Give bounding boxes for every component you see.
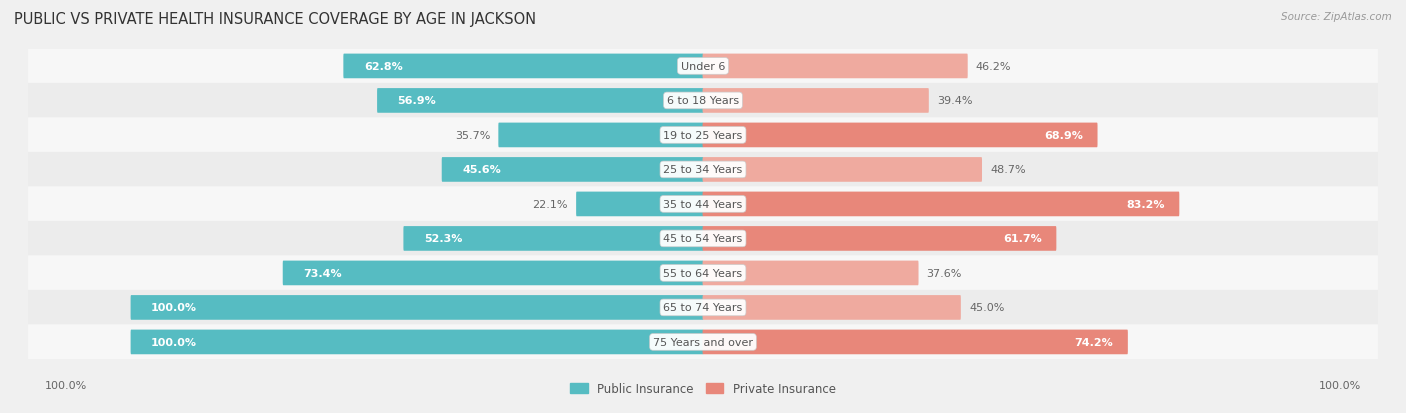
Text: 65 to 74 Years: 65 to 74 Years — [664, 303, 742, 313]
FancyBboxPatch shape — [28, 152, 1378, 188]
FancyBboxPatch shape — [28, 256, 1378, 291]
Text: 52.3%: 52.3% — [423, 234, 463, 244]
FancyBboxPatch shape — [498, 123, 703, 148]
Text: 62.8%: 62.8% — [364, 62, 402, 72]
FancyBboxPatch shape — [28, 83, 1378, 119]
FancyBboxPatch shape — [343, 55, 703, 79]
Text: 35.7%: 35.7% — [456, 131, 491, 140]
FancyBboxPatch shape — [576, 192, 703, 217]
FancyBboxPatch shape — [28, 325, 1378, 360]
Text: 45 to 54 Years: 45 to 54 Years — [664, 234, 742, 244]
Text: 35 to 44 Years: 35 to 44 Years — [664, 199, 742, 209]
Text: Under 6: Under 6 — [681, 62, 725, 72]
Text: 74.2%: 74.2% — [1074, 337, 1114, 347]
Text: 45.6%: 45.6% — [463, 165, 501, 175]
Text: 19 to 25 Years: 19 to 25 Years — [664, 131, 742, 140]
Text: 75 Years and over: 75 Years and over — [652, 337, 754, 347]
FancyBboxPatch shape — [703, 89, 929, 114]
Text: 56.9%: 56.9% — [398, 96, 436, 106]
Text: 48.7%: 48.7% — [990, 165, 1026, 175]
Text: 46.2%: 46.2% — [976, 62, 1011, 72]
FancyBboxPatch shape — [28, 221, 1378, 256]
Text: 22.1%: 22.1% — [533, 199, 568, 209]
FancyBboxPatch shape — [703, 123, 1098, 148]
Text: 55 to 64 Years: 55 to 64 Years — [664, 268, 742, 278]
Text: PUBLIC VS PRIVATE HEALTH INSURANCE COVERAGE BY AGE IN JACKSON: PUBLIC VS PRIVATE HEALTH INSURANCE COVER… — [14, 12, 536, 27]
Text: 25 to 34 Years: 25 to 34 Years — [664, 165, 742, 175]
FancyBboxPatch shape — [703, 295, 960, 320]
Text: 39.4%: 39.4% — [936, 96, 973, 106]
FancyBboxPatch shape — [703, 227, 1056, 251]
FancyBboxPatch shape — [377, 89, 703, 114]
Text: 100.0%: 100.0% — [150, 337, 197, 347]
Text: 37.6%: 37.6% — [927, 268, 962, 278]
FancyBboxPatch shape — [404, 227, 703, 251]
FancyBboxPatch shape — [703, 55, 967, 79]
FancyBboxPatch shape — [703, 192, 1180, 217]
Text: 68.9%: 68.9% — [1043, 131, 1083, 140]
FancyBboxPatch shape — [703, 330, 1128, 354]
Text: 100.0%: 100.0% — [150, 303, 197, 313]
Text: 100.0%: 100.0% — [45, 380, 87, 390]
FancyBboxPatch shape — [131, 330, 703, 354]
Legend: Public Insurance, Private Insurance: Public Insurance, Private Insurance — [565, 377, 841, 400]
Text: 73.4%: 73.4% — [304, 268, 342, 278]
Text: 61.7%: 61.7% — [1002, 234, 1042, 244]
FancyBboxPatch shape — [28, 118, 1378, 153]
FancyBboxPatch shape — [28, 49, 1378, 84]
FancyBboxPatch shape — [28, 187, 1378, 222]
FancyBboxPatch shape — [131, 295, 703, 320]
Text: 6 to 18 Years: 6 to 18 Years — [666, 96, 740, 106]
FancyBboxPatch shape — [441, 158, 703, 182]
Text: 100.0%: 100.0% — [1319, 380, 1361, 390]
FancyBboxPatch shape — [28, 290, 1378, 325]
FancyBboxPatch shape — [703, 261, 918, 285]
FancyBboxPatch shape — [283, 261, 703, 285]
Text: 45.0%: 45.0% — [969, 303, 1004, 313]
Text: Source: ZipAtlas.com: Source: ZipAtlas.com — [1281, 12, 1392, 22]
FancyBboxPatch shape — [703, 158, 981, 182]
Text: 83.2%: 83.2% — [1126, 199, 1164, 209]
